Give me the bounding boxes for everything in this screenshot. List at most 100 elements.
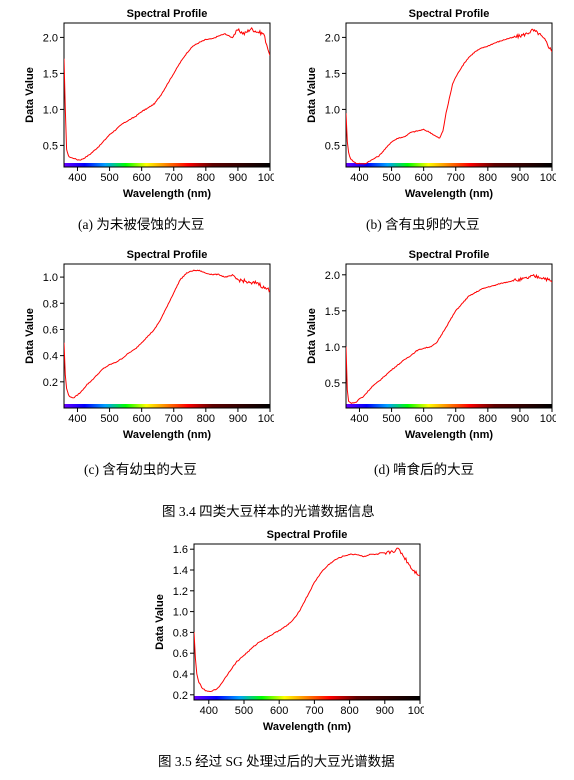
x-tick-label: 600 bbox=[132, 413, 150, 425]
x-tick-label: 900 bbox=[229, 172, 247, 184]
y-tick-label: 0.5 bbox=[43, 140, 58, 152]
x-tick-label: 600 bbox=[414, 413, 432, 425]
x-axis-title: Wavelength (nm) bbox=[123, 429, 212, 441]
plot-frame bbox=[345, 263, 553, 409]
y-tick-label: 1.0 bbox=[173, 607, 188, 619]
spectrum-series-line bbox=[346, 28, 552, 165]
chart-title: Spectral Profile bbox=[127, 249, 208, 261]
figure-caption-3-5: 图 3.5 经过 SG 处理过后的大豆光谱数据 bbox=[158, 754, 395, 769]
y-tick-label: 0.4 bbox=[173, 669, 188, 681]
y-tick-label: 0.5 bbox=[325, 378, 340, 390]
plot-frame bbox=[345, 22, 553, 168]
x-tick-label: 800 bbox=[340, 705, 358, 717]
wavelength-color-bar bbox=[64, 404, 270, 408]
wavelength-color-bar bbox=[64, 163, 270, 167]
x-tick-label: 500 bbox=[100, 413, 118, 425]
x-tick-label: 500 bbox=[100, 172, 118, 184]
spectrum-series-line bbox=[64, 269, 270, 399]
y-tick-label: 1.0 bbox=[43, 104, 58, 116]
x-tick-label: 700 bbox=[447, 172, 465, 184]
y-tick-label: 1.4 bbox=[173, 565, 188, 577]
spectrum-series-line bbox=[194, 547, 420, 693]
x-tick-label: 800 bbox=[197, 413, 215, 425]
x-tick-label: 500 bbox=[235, 705, 253, 717]
spectrum-series-line bbox=[64, 26, 270, 161]
plot-frame bbox=[193, 543, 421, 701]
x-tick-label: 800 bbox=[479, 413, 497, 425]
y-tick-label: 1.0 bbox=[325, 104, 340, 116]
x-tick-label: 800 bbox=[197, 172, 215, 184]
x-tick-label: 800 bbox=[479, 172, 497, 184]
chart-title: Spectral Profile bbox=[267, 529, 348, 541]
x-tick-label: 600 bbox=[132, 172, 150, 184]
chart-title: Spectral Profile bbox=[409, 249, 490, 261]
wavelength-color-bar bbox=[194, 696, 420, 700]
x-tick-label: 500 bbox=[382, 413, 400, 425]
x-tick-label: 700 bbox=[305, 705, 323, 717]
caption-a: (a) 为未被侵蚀的大豆 bbox=[78, 217, 205, 232]
x-axis-title: Wavelength (nm) bbox=[263, 721, 352, 733]
y-tick-label: 1.0 bbox=[43, 272, 58, 284]
caption-b: (b) 含有虫卵的大豆 bbox=[366, 217, 480, 232]
x-tick-label: 500 bbox=[382, 172, 400, 184]
wavelength-color-bar bbox=[346, 163, 552, 167]
y-tick-label: 0.6 bbox=[173, 648, 188, 660]
y-tick-label: 1.5 bbox=[325, 306, 340, 318]
y-tick-label: 2.0 bbox=[43, 32, 58, 44]
x-tick-label: 400 bbox=[350, 172, 368, 184]
chart-title: Spectral Profile bbox=[127, 8, 208, 20]
caption-d: (d) 啃食后的大豆 bbox=[374, 462, 475, 477]
x-tick-label: 400 bbox=[68, 172, 86, 184]
y-tick-label: 0.8 bbox=[173, 627, 188, 639]
x-tick-label: 900 bbox=[229, 413, 247, 425]
y-tick-label: 0.4 bbox=[43, 351, 58, 363]
y-tick-label: 0.8 bbox=[43, 298, 58, 310]
x-tick-label: 900 bbox=[511, 172, 529, 184]
caption-c: (c) 含有幼虫的大豆 bbox=[84, 462, 197, 477]
spectrum-series-line bbox=[346, 273, 552, 405]
x-tick-label: 700 bbox=[447, 413, 465, 425]
y-tick-label: 2.0 bbox=[325, 270, 340, 282]
y-axis-title: Data Value bbox=[24, 67, 36, 123]
x-tick-label: 600 bbox=[414, 172, 432, 184]
plot-frame bbox=[63, 263, 271, 409]
y-tick-label: 1.2 bbox=[173, 586, 188, 598]
x-tick-label: 700 bbox=[165, 413, 183, 425]
y-tick-label: 1.5 bbox=[43, 68, 58, 80]
y-tick-label: 2.0 bbox=[325, 32, 340, 44]
x-axis-title: Wavelength (nm) bbox=[405, 188, 494, 200]
y-tick-label: 1.5 bbox=[325, 68, 340, 80]
x-tick-label: 900 bbox=[376, 705, 394, 717]
y-tick-label: 0.2 bbox=[173, 690, 188, 702]
chart-title: Spectral Profile bbox=[409, 8, 490, 20]
x-axis-title: Wavelength (nm) bbox=[123, 188, 212, 200]
y-tick-label: 0.5 bbox=[325, 140, 340, 152]
y-axis-title: Data Value bbox=[306, 308, 318, 364]
x-tick-label: 400 bbox=[68, 413, 86, 425]
y-tick-label: 0.2 bbox=[43, 377, 58, 389]
x-tick-label: 700 bbox=[165, 172, 183, 184]
y-tick-label: 1.6 bbox=[173, 544, 188, 556]
x-tick-label: 600 bbox=[270, 705, 288, 717]
figure-caption-3-4: 图 3.4 四类大豆样本的光谱数据信息 bbox=[162, 504, 375, 519]
x-tick-label: 400 bbox=[350, 413, 368, 425]
x-axis-title: Wavelength (nm) bbox=[405, 429, 494, 441]
x-tick-label: 400 bbox=[200, 705, 218, 717]
y-axis-title: Data Value bbox=[24, 308, 36, 364]
wavelength-color-bar bbox=[346, 404, 552, 408]
y-tick-label: 0.6 bbox=[43, 324, 58, 336]
